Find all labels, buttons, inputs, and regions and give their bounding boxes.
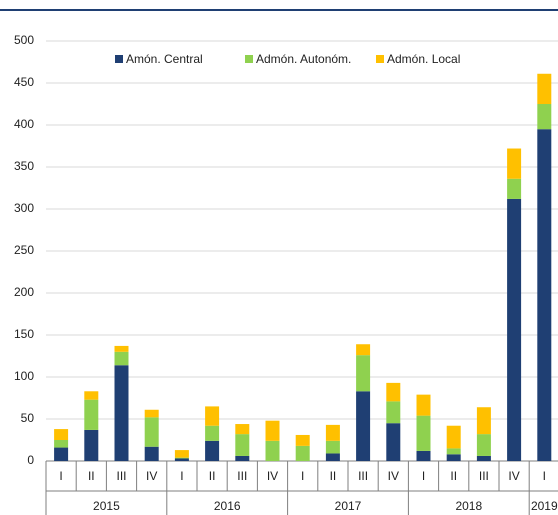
bar-segment xyxy=(205,425,220,441)
bar-segment xyxy=(84,391,99,400)
x-tick-label: II xyxy=(450,469,457,483)
bar-segment xyxy=(386,401,401,424)
bar-segment xyxy=(325,453,340,461)
y-tick-label: 500 xyxy=(14,33,34,47)
y-tick-label: 350 xyxy=(14,159,34,173)
bar-segment xyxy=(325,424,340,441)
x-tick-label: IV xyxy=(146,469,157,483)
y-tick-label: 250 xyxy=(14,243,34,257)
bar-segment xyxy=(54,447,69,461)
x-tick-label: I xyxy=(180,469,183,483)
x-tick-label: II xyxy=(88,469,95,483)
bar-segment xyxy=(507,148,522,179)
group-label: 2015 xyxy=(93,499,120,513)
group-label: 2017 xyxy=(335,499,362,513)
bar-segment xyxy=(205,406,220,426)
bar-segment xyxy=(507,178,522,199)
bar-segment xyxy=(446,425,461,449)
x-tick-label: III xyxy=(116,469,126,483)
x-tick-label: I xyxy=(59,469,62,483)
bar-segment xyxy=(356,344,371,356)
x-tick-label: II xyxy=(209,469,216,483)
legend-swatch xyxy=(376,55,384,63)
bar-segment xyxy=(476,407,491,435)
x-tick-label: I xyxy=(422,469,425,483)
bar-segment xyxy=(174,458,189,461)
bar-segment xyxy=(325,440,340,454)
bar-segment xyxy=(476,434,491,456)
bar-segment xyxy=(54,429,69,440)
bar-segment xyxy=(174,450,189,458)
bar-segment xyxy=(84,429,99,461)
bar-segment xyxy=(507,198,522,462)
bar-segment xyxy=(446,454,461,461)
bar-segment xyxy=(235,455,250,461)
bar-segment xyxy=(356,391,371,461)
bar-segment xyxy=(265,440,280,461)
bar-segment xyxy=(174,457,189,459)
y-tick-label: 450 xyxy=(14,75,34,89)
y-tick-label: 0 xyxy=(27,453,34,467)
bar-segment xyxy=(356,355,371,392)
bar-segment xyxy=(235,434,250,456)
legend-label: Admón. Local xyxy=(387,52,460,66)
bar-segment xyxy=(295,445,310,461)
bar-segment xyxy=(416,450,431,461)
bar-segment xyxy=(54,440,69,448)
bar-segment xyxy=(537,73,552,104)
bar-segment xyxy=(235,424,250,435)
x-tick-label: III xyxy=(237,469,247,483)
bar-segment xyxy=(144,417,159,447)
bar-segment xyxy=(446,448,461,455)
x-tick-label: IV xyxy=(267,469,278,483)
bar-segment xyxy=(144,446,159,461)
y-tick-label: 50 xyxy=(21,411,35,425)
bar-segment xyxy=(265,420,280,441)
y-tick-label: 200 xyxy=(14,285,34,299)
bar-segment xyxy=(416,394,431,416)
group-label: 2019 xyxy=(531,499,558,513)
x-tick-label: I xyxy=(543,469,546,483)
bar-segment xyxy=(537,104,552,130)
x-tick-label: IV xyxy=(508,469,519,483)
y-tick-label: 150 xyxy=(14,327,34,341)
bar-segment xyxy=(114,365,129,461)
bar-segment xyxy=(386,382,401,402)
legend-swatch xyxy=(245,55,253,63)
legend-label: Admón. Autonóm. xyxy=(256,52,351,66)
bar-segment xyxy=(295,434,310,446)
y-tick-label: 100 xyxy=(14,369,34,383)
bar-segment xyxy=(386,423,401,461)
bar-segment xyxy=(144,409,159,418)
bar-segment xyxy=(416,415,431,451)
x-tick-label: III xyxy=(358,469,368,483)
bar-segment xyxy=(537,129,552,461)
group-label: 2016 xyxy=(214,499,241,513)
x-tick-label: IV xyxy=(388,469,399,483)
x-tick-label: II xyxy=(330,469,337,483)
legend-label: Amón. Central xyxy=(126,52,203,66)
bar-segment xyxy=(114,345,129,352)
y-tick-label: 300 xyxy=(14,201,34,215)
bar-segment xyxy=(476,455,491,461)
group-label: 2018 xyxy=(455,499,482,513)
bar-segment xyxy=(114,351,129,366)
y-tick-label: 400 xyxy=(14,117,34,131)
x-tick-label: I xyxy=(301,469,304,483)
legend-swatch xyxy=(115,55,123,63)
bar-segment xyxy=(205,440,220,461)
bar-segment xyxy=(84,399,99,430)
x-tick-label: III xyxy=(479,469,489,483)
